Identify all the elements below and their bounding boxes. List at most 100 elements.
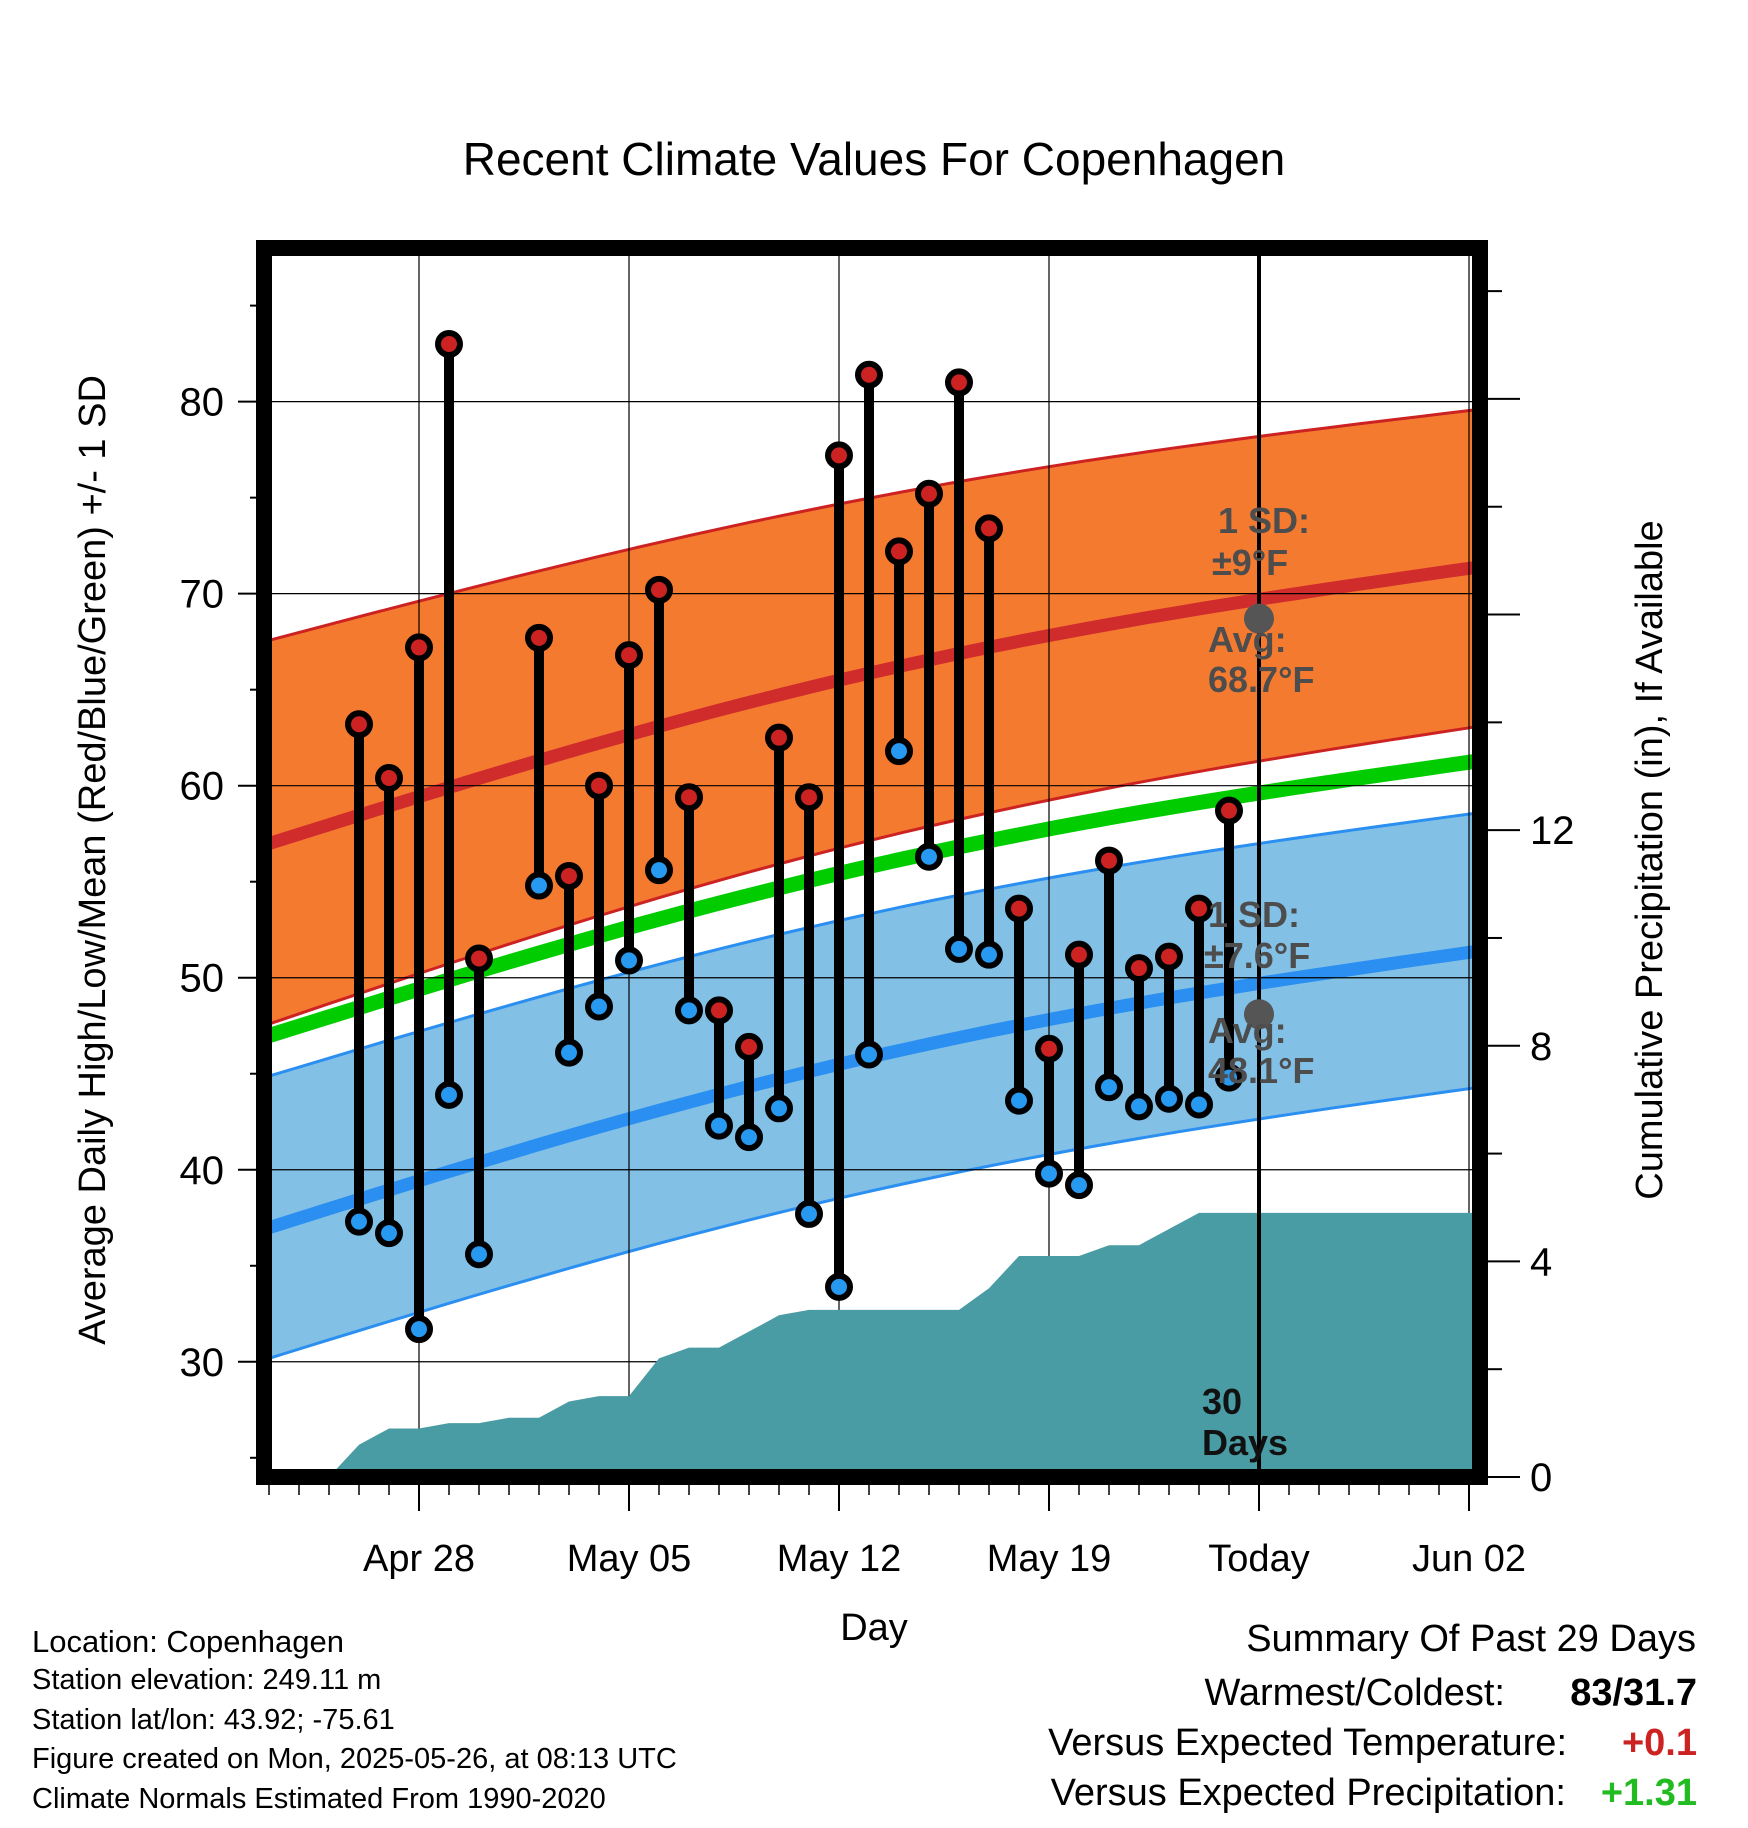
- high-point: [585, 771, 613, 800]
- high-sd-value: ±9°F: [1212, 542, 1288, 583]
- warmest-label: Warmest/Coldest:: [1204, 1672, 1505, 1714]
- days-number: 30: [1202, 1381, 1242, 1422]
- low-point: [885, 737, 913, 766]
- high-avg-label: Avg:: [1208, 619, 1287, 660]
- high-point: [375, 764, 403, 793]
- precip-area: [329, 1212, 1480, 1477]
- warmest-value: 83/31.7: [1570, 1672, 1697, 1714]
- created-text: Figure created on Mon, 2025-05-26, at 08…: [32, 1743, 677, 1775]
- high-point: [405, 633, 433, 662]
- high-point: [525, 623, 553, 652]
- low-point: [735, 1123, 763, 1152]
- temp-value: +0.1: [1621, 1722, 1697, 1764]
- high-point: [645, 575, 673, 604]
- high-point: [615, 641, 643, 670]
- high-point: [735, 1032, 763, 1061]
- x-tick-label: May 12: [777, 1538, 902, 1580]
- low-avg-today-dot: [1244, 999, 1274, 1030]
- high-point: [915, 479, 943, 508]
- low-point: [675, 996, 703, 1025]
- high-point: [1095, 846, 1123, 875]
- y2-tick-label: 0: [1530, 1456, 1552, 1500]
- x-tick-label: Apr 28: [363, 1538, 475, 1580]
- high-point: [705, 996, 733, 1025]
- high-point: [1185, 894, 1213, 923]
- x-tick-label: May 19: [987, 1538, 1112, 1580]
- y2-tick-label: 4: [1530, 1240, 1552, 1284]
- high-avg-today-dot: [1244, 603, 1274, 634]
- low-point: [435, 1080, 463, 1109]
- x-tick-label: Jun 02: [1412, 1538, 1526, 1580]
- low-point: [1155, 1084, 1183, 1113]
- y-tick-label: 60: [180, 765, 225, 809]
- precip-label: Versus Expected Precipitation:: [1050, 1772, 1566, 1814]
- y-tick-label: 50: [180, 957, 225, 1001]
- plot-frame: [256, 240, 1488, 1485]
- high-avg-value: 68.7°F: [1208, 659, 1314, 700]
- high-point: [1155, 942, 1183, 971]
- high-point: [855, 360, 883, 389]
- x-tick-label: Today: [1208, 1538, 1309, 1580]
- low-point: [765, 1094, 793, 1123]
- low-point: [1005, 1086, 1033, 1115]
- high-point: [1125, 954, 1153, 983]
- low-point: [375, 1219, 403, 1248]
- precip-value: +1.31: [1600, 1772, 1697, 1814]
- normals-text: Climate Normals Estimated From 1990-2020: [32, 1783, 606, 1815]
- low-point: [585, 992, 613, 1021]
- low-point: [645, 856, 673, 885]
- low-point: [1065, 1171, 1093, 1200]
- low-point: [525, 871, 553, 900]
- y2-tick-label: 8: [1530, 1025, 1552, 1069]
- low-point: [705, 1111, 733, 1140]
- high-point: [345, 710, 373, 739]
- high-point: [465, 944, 493, 973]
- low-lower-line: [263, 1085, 1481, 1362]
- low-point: [1215, 1063, 1243, 1092]
- temp-label: Versus Expected Temperature:: [1048, 1722, 1567, 1764]
- days-word: Days: [1202, 1422, 1288, 1463]
- high-point: [765, 723, 793, 752]
- high-point: [975, 514, 1003, 543]
- high-point: [885, 537, 913, 566]
- x-tick-label: May 05: [567, 1538, 692, 1580]
- summary-title: Summary Of Past 29 Days: [1246, 1618, 1696, 1660]
- low-point: [1035, 1159, 1063, 1188]
- y-tick-label: 70: [180, 573, 225, 617]
- low-point: [1125, 1092, 1153, 1121]
- low-point: [945, 934, 973, 963]
- y2-tick-label: 12: [1530, 809, 1575, 853]
- low-point: [825, 1272, 853, 1301]
- high-point: [795, 783, 823, 812]
- high-point: [825, 441, 853, 470]
- high-point: [675, 783, 703, 812]
- low-point: [915, 842, 943, 871]
- high-point: [1005, 894, 1033, 923]
- latlon-text: Station lat/lon: 43.92; -75.61: [32, 1704, 395, 1736]
- low-avg-value: 48.1°F: [1208, 1050, 1314, 1091]
- high-sd-label: 1 SD:: [1218, 500, 1310, 541]
- y-axis-label: Average Daily High/Low/Mean (Red/Blue/Gr…: [72, 375, 114, 1345]
- low-avg-label: Avg:: [1208, 1010, 1287, 1051]
- high-point: [945, 368, 973, 397]
- low-point: [465, 1240, 493, 1269]
- y-tick-label: 30: [180, 1341, 225, 1385]
- elevation-text: Station elevation: 249.11 m: [32, 1664, 382, 1696]
- high-point: [555, 861, 583, 890]
- low-point: [1185, 1090, 1213, 1119]
- x-axis-label: Day: [840, 1607, 908, 1649]
- high-point: [435, 330, 463, 359]
- low-point: [795, 1199, 823, 1228]
- y2-axis-label: Cumulative Precipitation (in), If Availa…: [1629, 520, 1671, 1199]
- high-point: [1035, 1034, 1063, 1063]
- low-point: [345, 1207, 373, 1236]
- low-point: [555, 1038, 583, 1067]
- high-point: [1065, 940, 1093, 969]
- low-point: [855, 1040, 883, 1069]
- y-tick-label: 80: [180, 381, 225, 425]
- high-point: [1215, 796, 1243, 825]
- chart-title: Recent Climate Values For Copenhagen: [463, 133, 1286, 185]
- low-sd-label: 1 SD:: [1208, 894, 1300, 935]
- low-point: [405, 1315, 433, 1344]
